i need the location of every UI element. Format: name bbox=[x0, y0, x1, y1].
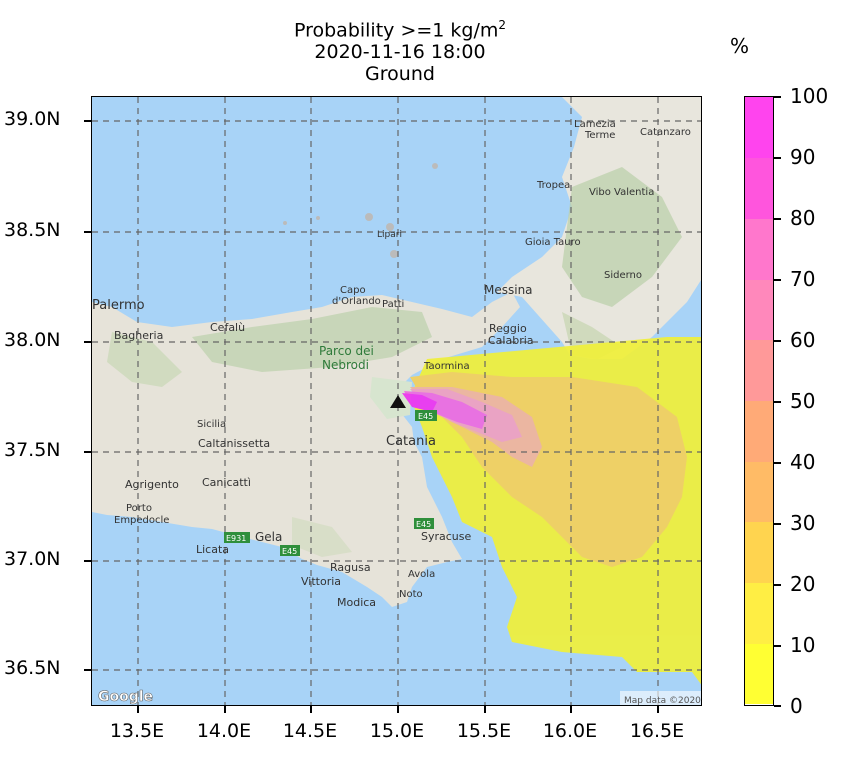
place-label: Siderno bbox=[604, 270, 642, 281]
place-label: Lipari bbox=[377, 230, 402, 240]
place-label: Porto bbox=[126, 503, 152, 514]
colorbar-tick-label: 100 bbox=[790, 84, 829, 108]
place-label: Capo bbox=[340, 285, 366, 296]
place-label: Bagheria bbox=[114, 329, 163, 342]
place-label: Messina bbox=[484, 283, 533, 297]
place-label: Terme bbox=[584, 130, 615, 141]
place-label: Tropea bbox=[536, 180, 570, 191]
colorbar-tick-label: 10 bbox=[790, 633, 816, 657]
lon-label: 15.5E bbox=[456, 720, 512, 742]
place-label: Vittoria bbox=[301, 575, 341, 588]
place-label: Gela bbox=[255, 530, 282, 544]
place-label: Ragusa bbox=[330, 561, 371, 574]
place-labels: Palermo Bagheria Cefalù Parco dei Nebrod… bbox=[92, 119, 691, 609]
place-label: Syracuse bbox=[421, 530, 472, 543]
calabria-mountains bbox=[562, 167, 682, 307]
svg-text:E931: E931 bbox=[226, 534, 246, 543]
island bbox=[386, 223, 394, 231]
colorbar-tick-label: 20 bbox=[790, 572, 816, 596]
probability-plume bbox=[402, 337, 701, 685]
place-label: Palermo bbox=[92, 298, 145, 313]
svg-text:E45: E45 bbox=[282, 547, 297, 556]
colorbar-unit: % bbox=[730, 34, 750, 58]
lon-label: 13.5E bbox=[109, 720, 165, 742]
title-superscript: 2 bbox=[498, 18, 507, 32]
colorbar-tick-label: 60 bbox=[790, 328, 816, 352]
lon-label: 16.5E bbox=[629, 720, 685, 742]
place-label: Gioia Tauro bbox=[525, 237, 581, 248]
place-label: Avola bbox=[408, 569, 435, 580]
place-label: Noto bbox=[399, 589, 423, 600]
svg-text:E45: E45 bbox=[416, 520, 431, 529]
island bbox=[283, 221, 287, 225]
place-label: Calabria bbox=[488, 334, 534, 347]
colorbar-segment bbox=[745, 97, 773, 159]
map-svg: Palermo Bagheria Cefalù Parco dei Nebrod… bbox=[92, 97, 701, 706]
sicily-land bbox=[92, 292, 520, 607]
lon-label: 16.0E bbox=[542, 720, 598, 742]
title-line1: Probability >=1 kg/m bbox=[293, 19, 499, 42]
colorbar-tick-label: 80 bbox=[790, 206, 816, 230]
colorbar-tick-label: 50 bbox=[790, 389, 816, 413]
island bbox=[390, 250, 398, 258]
place-label: Catanzaro bbox=[640, 127, 691, 138]
place-label: Nebrodi bbox=[322, 358, 369, 372]
place-label: Reggio bbox=[489, 322, 527, 335]
place-label: Caltanissetta bbox=[198, 437, 270, 450]
place-label: Catania bbox=[386, 434, 436, 449]
volcano-marker-icon[interactable] bbox=[390, 395, 406, 408]
colorbar-segment bbox=[745, 643, 773, 705]
place-label: Lamezia bbox=[574, 119, 616, 130]
island bbox=[432, 163, 438, 169]
lat-label: 38.5N bbox=[4, 219, 61, 241]
etna-area bbox=[370, 377, 412, 419]
lat-label: 38.0N bbox=[4, 329, 61, 351]
place-label: Sicilia bbox=[197, 419, 226, 430]
highway-shields: E45 E931 E45 E45 bbox=[224, 410, 437, 556]
place-label: Agrigento bbox=[125, 478, 179, 491]
place-label: Empedocle bbox=[114, 515, 169, 526]
title-line3: Ground bbox=[365, 63, 435, 86]
map-attribution: Map data ©2020 bbox=[624, 696, 701, 706]
lat-label: 39.0N bbox=[4, 108, 61, 130]
google-logo: Google bbox=[98, 689, 153, 705]
colorbar-tick-label: 70 bbox=[790, 267, 816, 291]
island bbox=[316, 216, 320, 220]
place-label: Vibo Valentia bbox=[589, 187, 654, 198]
lon-label: 14.5E bbox=[282, 720, 338, 742]
place-label: Licata bbox=[196, 543, 229, 556]
colorbar-segment bbox=[745, 218, 773, 280]
svg-text:E45: E45 bbox=[418, 412, 433, 421]
colorbar-segment bbox=[745, 339, 773, 401]
lon-label: 15.0E bbox=[369, 720, 425, 742]
colorbar-tick-label: 30 bbox=[790, 511, 816, 535]
place-label: Taormina bbox=[423, 361, 470, 372]
colorbar-segment bbox=[745, 521, 773, 584]
place-label: Patti bbox=[382, 299, 404, 310]
colorbar-segment bbox=[745, 582, 773, 644]
colorbar-segment bbox=[745, 461, 773, 523]
lat-label: 37.5N bbox=[4, 439, 61, 461]
nebrodi-mountains bbox=[192, 307, 432, 372]
place-label: Parco dei bbox=[319, 344, 374, 358]
lat-label: 37.0N bbox=[4, 548, 61, 570]
colorbar-tick-label: 90 bbox=[790, 145, 816, 169]
place-label: Modica bbox=[337, 596, 376, 609]
colorbar-tick-label: 0 bbox=[790, 694, 803, 718]
place-label: Cefalù bbox=[210, 321, 245, 334]
title-line2: 2020-11-16 18:00 bbox=[314, 41, 486, 64]
colorbar-tick-label: 40 bbox=[790, 450, 816, 474]
lat-label: 36.5N bbox=[4, 657, 61, 679]
colorbar-segment bbox=[745, 279, 773, 341]
gridlines bbox=[92, 97, 701, 705]
plot-title: Probability >=1 kg/m2 2020-11-16 18:00 G… bbox=[200, 14, 600, 85]
place-label: d'Orlando bbox=[332, 296, 381, 307]
colorbar bbox=[744, 96, 774, 706]
island bbox=[365, 213, 373, 221]
map-panel[interactable]: Palermo Bagheria Cefalù Parco dei Nebrod… bbox=[91, 96, 702, 706]
place-label: Canicattì bbox=[202, 476, 251, 489]
lon-label: 14.0E bbox=[196, 720, 252, 742]
colorbar-segment bbox=[745, 157, 773, 219]
colorbar-segment bbox=[745, 400, 773, 462]
